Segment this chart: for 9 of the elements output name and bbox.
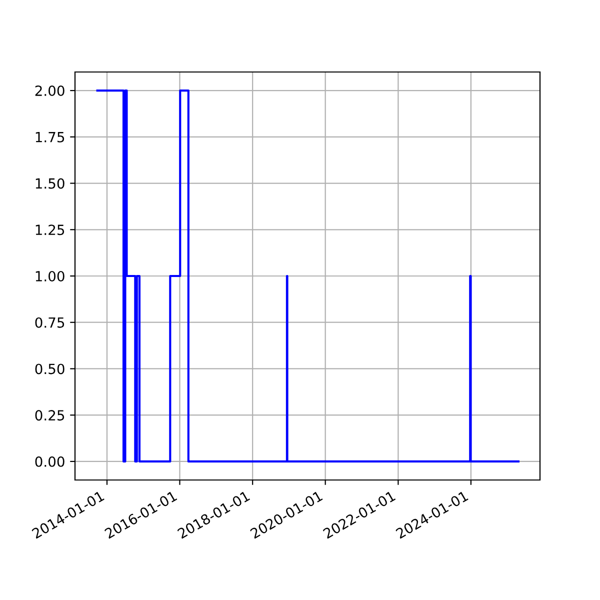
y-tick-label: 1.75 [36,132,64,142]
y-tick-label: 1.25 [36,224,64,236]
y-tick-label: 1.00 [36,270,64,282]
y-tick-label: 0.25 [35,410,64,421]
y-tick-label: 0.75 [35,317,64,328]
y-tick-label: 0.50 [35,364,64,374]
y-tick-label: 0.00 [35,456,64,467]
y-tick-label: 1.50 [36,178,64,189]
y-tick-label: 2.00 [35,86,64,96]
